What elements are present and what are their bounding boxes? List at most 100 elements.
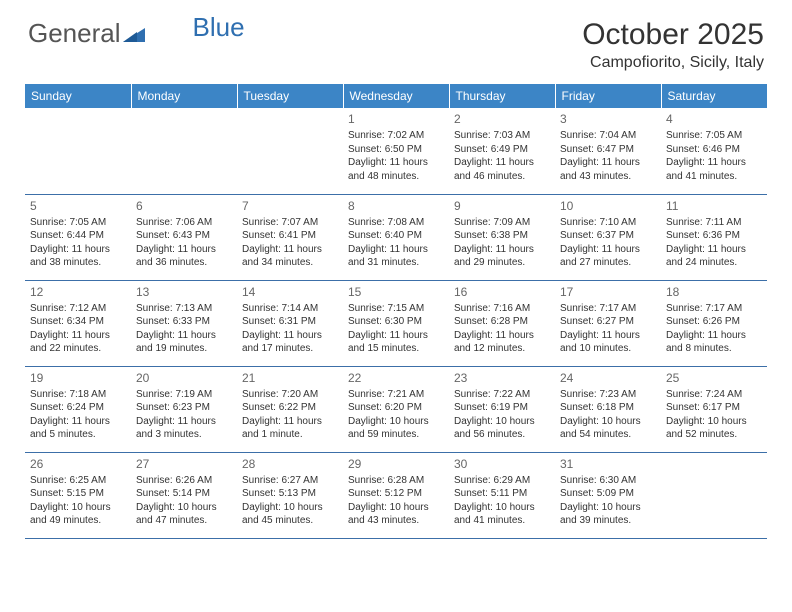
- sunrise-line: Sunrise: 7:23 AM: [560, 388, 656, 402]
- day-number: 25: [666, 370, 762, 386]
- daylight-line: Daylight: 11 hours and 8 minutes.: [666, 329, 762, 356]
- calendar-cell: 20Sunrise: 7:19 AMSunset: 6:23 PMDayligh…: [131, 366, 237, 452]
- sunrise-line: Sunrise: 7:16 AM: [454, 302, 550, 316]
- daylight-line: Daylight: 11 hours and 22 minutes.: [30, 329, 126, 356]
- daylight-line: Daylight: 11 hours and 43 minutes.: [560, 156, 656, 183]
- day-number: 11: [666, 198, 762, 214]
- day-number: 2: [454, 111, 550, 127]
- calendar-row: 1 Sunrise: 7:02 AMSunset: 6:50 PM Daylight…: [25, 108, 767, 194]
- header: General Blue October 2025 Campofiorito, …: [0, 0, 792, 76]
- month-title: October 2025: [582, 18, 764, 52]
- sunset-line: Sunset: 6:49 PM: [454, 143, 550, 157]
- day-number: 24: [560, 370, 656, 386]
- sunrise-line: Sunrise: 7:02 AM: [348, 129, 444, 143]
- calendar-cell: 25Sunrise: 7:24 AMSunset: 6:17 PMDayligh…: [661, 366, 767, 452]
- calendar-cell-empty: [25, 108, 131, 194]
- daylight-line: Daylight: 10 hours and 45 minutes.: [242, 501, 338, 528]
- sunset-line: Sunset: 6:26 PM: [666, 315, 762, 329]
- daylight-line: Daylight: 11 hours and 17 minutes.: [242, 329, 338, 356]
- sunrise-line: Sunrise: 7:08 AM: [348, 216, 444, 230]
- calendar-cell: 28Sunrise: 6:27 AMSunset: 5:13 PMDayligh…: [237, 452, 343, 538]
- daylight-line: Daylight: 10 hours and 47 minutes.: [136, 501, 232, 528]
- location: Campofiorito, Sicily, Italy: [582, 54, 764, 72]
- day-number: 9: [454, 198, 550, 214]
- sunrise-line: Sunrise: 7:06 AM: [136, 216, 232, 230]
- weekday-header: Wednesday: [343, 84, 449, 108]
- daylight-line: Daylight: 11 hours and 15 minutes.: [348, 329, 444, 356]
- sunset-line: Sunset: 6:37 PM: [560, 229, 656, 243]
- calendar-cell: 7Sunrise: 7:07 AMSunset: 6:41 PMDaylight…: [237, 194, 343, 280]
- day-number: 1: [348, 111, 444, 127]
- calendar-cell: 26Sunrise: 6:25 AMSunset: 5:15 PMDayligh…: [25, 452, 131, 538]
- sunset-line: Sunset: 6:19 PM: [454, 401, 550, 415]
- day-number: 7: [242, 198, 338, 214]
- sunset-line: Sunset: 6:22 PM: [242, 401, 338, 415]
- calendar-cell: 16Sunrise: 7:16 AMSunset: 6:28 PMDayligh…: [449, 280, 555, 366]
- calendar-cell: 4Sunrise: 7:05 AMSunset: 6:46 PMDaylight…: [661, 108, 767, 194]
- sunset-line: Sunset: 5:13 PM: [242, 487, 338, 501]
- day-number: 16: [454, 284, 550, 300]
- sunrise-line: Sunrise: 6:30 AM: [560, 474, 656, 488]
- calendar-row: 5Sunrise: 7:05 AMSunset: 6:44 PMDaylight…: [25, 194, 767, 280]
- calendar-cell: 11Sunrise: 7:11 AMSunset: 6:36 PMDayligh…: [661, 194, 767, 280]
- sunset-line: Sunset: 6:30 PM: [348, 315, 444, 329]
- calendar-cell: 1Sunrise: 7:02 AMSunset: 6:50 PMDaylight…: [343, 108, 449, 194]
- daylight-line: Daylight: 10 hours and 43 minutes.: [348, 501, 444, 528]
- daylight-line: Daylight: 10 hours and 49 minutes.: [30, 501, 126, 528]
- calendar-cell: 13Sunrise: 7:13 AMSunset: 6:33 PMDayligh…: [131, 280, 237, 366]
- calendar-cell: 15Sunrise: 7:15 AMSunset: 6:30 PMDayligh…: [343, 280, 449, 366]
- sunrise-line: Sunrise: 7:24 AM: [666, 388, 762, 402]
- sunrise-line: Sunrise: 6:29 AM: [454, 474, 550, 488]
- daylight-line: Daylight: 11 hours and 24 minutes.: [666, 243, 762, 270]
- calendar-cell: 8Sunrise: 7:08 AMSunset: 6:40 PMDaylight…: [343, 194, 449, 280]
- calendar-header: SundayMondayTuesdayWednesdayThursdayFrid…: [25, 84, 767, 108]
- sunrise-line: Sunrise: 7:11 AM: [666, 216, 762, 230]
- sunrise-line: Sunrise: 7:09 AM: [454, 216, 550, 230]
- day-number: 10: [560, 198, 656, 214]
- calendar-cell: 2Sunrise: 7:03 AMSunset: 6:49 PMDaylight…: [449, 108, 555, 194]
- sunrise-line: Sunrise: 7:18 AM: [30, 388, 126, 402]
- daylight-line: Daylight: 10 hours and 41 minutes.: [454, 501, 550, 528]
- day-number: 17: [560, 284, 656, 300]
- logo-text-1: General: [28, 18, 121, 49]
- sunrise-line: Sunrise: 7:20 AM: [242, 388, 338, 402]
- sunset-line: Sunset: 5:09 PM: [560, 487, 656, 501]
- daylight-line: Daylight: 10 hours and 54 minutes.: [560, 415, 656, 442]
- sunset-line: Sunset: 6:27 PM: [560, 315, 656, 329]
- sunset-line: Sunset: 6:23 PM: [136, 401, 232, 415]
- daylight-line: Daylight: 11 hours and 38 minutes.: [30, 243, 126, 270]
- daylight-line: Daylight: 11 hours and 41 minutes.: [666, 156, 762, 183]
- calendar-cell: 30Sunrise: 6:29 AMSunset: 5:11 PMDayligh…: [449, 452, 555, 538]
- sunset-line: Sunset: 6:44 PM: [30, 229, 126, 243]
- sunrise-line: Sunrise: 7:03 AM: [454, 129, 550, 143]
- day-number: 26: [30, 456, 126, 472]
- day-number: 14: [242, 284, 338, 300]
- sunset-line: Sunset: 5:12 PM: [348, 487, 444, 501]
- sunrise-line: Sunrise: 7:22 AM: [454, 388, 550, 402]
- weekday-header: Monday: [131, 84, 237, 108]
- calendar-row: 19Sunrise: 7:18 AMSunset: 6:24 PMDayligh…: [25, 366, 767, 452]
- calendar-cell: 12Sunrise: 7:12 AMSunset: 6:34 PMDayligh…: [25, 280, 131, 366]
- sunset-line: Sunset: 5:15 PM: [30, 487, 126, 501]
- sunrise-line: Sunrise: 7:12 AM: [30, 302, 126, 316]
- daylight-line: Daylight: 11 hours and 3 minutes.: [136, 415, 232, 442]
- weekday-header: Sunday: [25, 84, 131, 108]
- calendar-table: SundayMondayTuesdayWednesdayThursdayFrid…: [25, 84, 767, 539]
- weekday-header: Tuesday: [237, 84, 343, 108]
- calendar-cell: 22Sunrise: 7:21 AMSunset: 6:20 PMDayligh…: [343, 366, 449, 452]
- sunrise-line: Sunrise: 7:05 AM: [666, 129, 762, 143]
- logo-text-2: Blue: [193, 12, 245, 43]
- sunset-line: Sunset: 6:33 PM: [136, 315, 232, 329]
- daylight-line: Daylight: 11 hours and 19 minutes.: [136, 329, 232, 356]
- day-number: 23: [454, 370, 550, 386]
- sunset-line: Sunset: 5:14 PM: [136, 487, 232, 501]
- daylight-line: Daylight: 11 hours and 36 minutes.: [136, 243, 232, 270]
- weekday-header: Saturday: [661, 84, 767, 108]
- calendar-cell: 5Sunrise: 7:05 AMSunset: 6:44 PMDaylight…: [25, 194, 131, 280]
- calendar-cell: 19Sunrise: 7:18 AMSunset: 6:24 PMDayligh…: [25, 366, 131, 452]
- sunset-line: Sunset: 6:43 PM: [136, 229, 232, 243]
- daylight-line: Daylight: 10 hours and 52 minutes.: [666, 415, 762, 442]
- calendar-cell: 27Sunrise: 6:26 AMSunset: 5:14 PMDayligh…: [131, 452, 237, 538]
- sunset-line: Sunset: 6:50 PM: [348, 143, 444, 157]
- daylight-line: Daylight: 11 hours and 1 minute.: [242, 415, 338, 442]
